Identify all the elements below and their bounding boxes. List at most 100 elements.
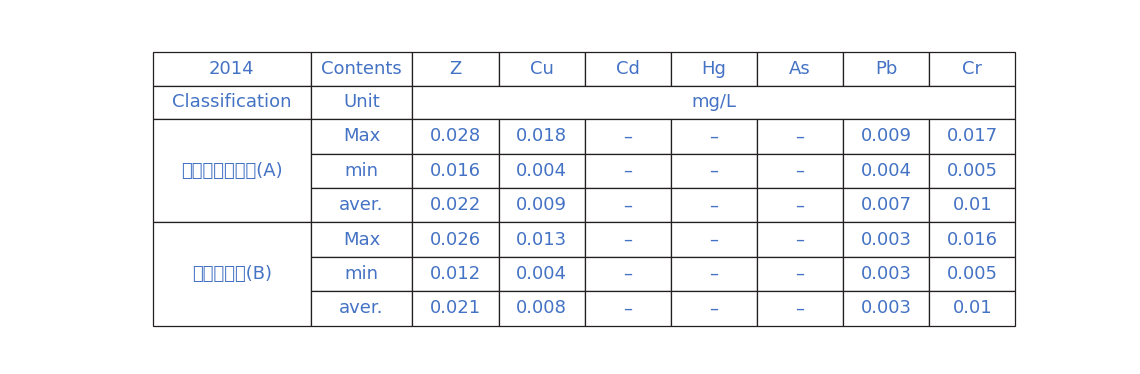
Bar — [585, 223, 670, 257]
Bar — [310, 257, 413, 291]
Bar — [929, 52, 1016, 86]
Text: 0.022: 0.022 — [430, 196, 481, 214]
Bar — [844, 119, 929, 154]
Bar — [670, 154, 757, 188]
Text: –: – — [709, 162, 718, 180]
Text: Cd: Cd — [616, 60, 640, 78]
Bar — [757, 188, 844, 223]
Bar — [757, 223, 844, 257]
Bar — [585, 188, 670, 223]
Text: Classification: Classification — [172, 94, 292, 111]
Text: –: – — [796, 300, 805, 318]
Bar — [498, 223, 585, 257]
Text: Max: Max — [343, 128, 380, 145]
Bar — [413, 119, 498, 154]
Text: –: – — [624, 162, 633, 180]
Bar — [844, 257, 929, 291]
Text: Cr: Cr — [962, 60, 983, 78]
Bar — [929, 119, 1016, 154]
Text: mg/L: mg/L — [692, 94, 736, 111]
Bar — [413, 52, 498, 86]
Bar — [498, 154, 585, 188]
Bar — [929, 291, 1016, 326]
Text: 0.021: 0.021 — [430, 300, 481, 318]
Text: Unit: Unit — [343, 94, 380, 111]
Bar — [670, 119, 757, 154]
Text: 액비처리구(B): 액비처리구(B) — [192, 265, 271, 283]
Bar — [585, 291, 670, 326]
Text: Contents: Contents — [321, 60, 402, 78]
Bar — [310, 86, 413, 119]
Text: –: – — [796, 162, 805, 180]
Text: Cu: Cu — [530, 60, 554, 78]
Bar — [670, 291, 757, 326]
Bar — [757, 154, 844, 188]
Bar — [757, 52, 844, 86]
Bar — [929, 154, 1016, 188]
Bar — [757, 291, 844, 326]
Text: 0.003: 0.003 — [861, 231, 912, 249]
Bar — [153, 52, 310, 86]
Bar — [153, 119, 310, 223]
Text: –: – — [624, 128, 633, 145]
Bar — [757, 119, 844, 154]
Bar — [844, 52, 929, 86]
Bar — [310, 188, 413, 223]
Text: 화학비료처리구(A): 화학비료처리구(A) — [181, 162, 283, 180]
Text: –: – — [624, 300, 633, 318]
Bar — [498, 257, 585, 291]
Bar — [844, 223, 929, 257]
Bar — [844, 188, 929, 223]
Bar — [498, 188, 585, 223]
Text: –: – — [709, 196, 718, 214]
Text: As: As — [789, 60, 811, 78]
Bar — [310, 119, 413, 154]
Bar — [310, 154, 413, 188]
Bar — [670, 52, 757, 86]
Bar — [310, 291, 413, 326]
Text: 0.009: 0.009 — [861, 128, 912, 145]
Text: Max: Max — [343, 231, 380, 249]
Bar — [413, 188, 498, 223]
Bar — [413, 291, 498, 326]
Text: –: – — [796, 196, 805, 214]
Bar — [670, 223, 757, 257]
Bar — [585, 257, 670, 291]
Text: 0.01: 0.01 — [953, 196, 992, 214]
Text: –: – — [796, 231, 805, 249]
Bar — [310, 52, 413, 86]
Text: –: – — [709, 128, 718, 145]
Bar — [413, 223, 498, 257]
Text: 0.003: 0.003 — [861, 300, 912, 318]
Text: 0.016: 0.016 — [947, 231, 998, 249]
Text: 0.016: 0.016 — [430, 162, 481, 180]
Bar — [153, 86, 310, 119]
Text: 0.008: 0.008 — [516, 300, 567, 318]
Bar — [670, 257, 757, 291]
Bar — [844, 291, 929, 326]
Bar — [585, 52, 670, 86]
Text: Pb: Pb — [876, 60, 897, 78]
Bar — [413, 257, 498, 291]
Bar — [585, 154, 670, 188]
Text: 0.004: 0.004 — [861, 162, 912, 180]
Text: –: – — [624, 265, 633, 283]
Bar — [670, 188, 757, 223]
Text: min: min — [344, 265, 378, 283]
Bar — [929, 223, 1016, 257]
Bar — [757, 257, 844, 291]
Text: –: – — [709, 300, 718, 318]
Text: 0.005: 0.005 — [947, 162, 998, 180]
Text: –: – — [624, 196, 633, 214]
Text: 0.004: 0.004 — [516, 162, 567, 180]
Bar — [585, 119, 670, 154]
Text: Z: Z — [449, 60, 462, 78]
Text: 0.009: 0.009 — [516, 196, 567, 214]
Bar — [498, 119, 585, 154]
Text: –: – — [709, 231, 718, 249]
Text: aver.: aver. — [340, 196, 384, 214]
Text: 0.018: 0.018 — [516, 128, 567, 145]
Text: 0.005: 0.005 — [947, 265, 998, 283]
Text: aver.: aver. — [340, 300, 384, 318]
Text: –: – — [796, 128, 805, 145]
